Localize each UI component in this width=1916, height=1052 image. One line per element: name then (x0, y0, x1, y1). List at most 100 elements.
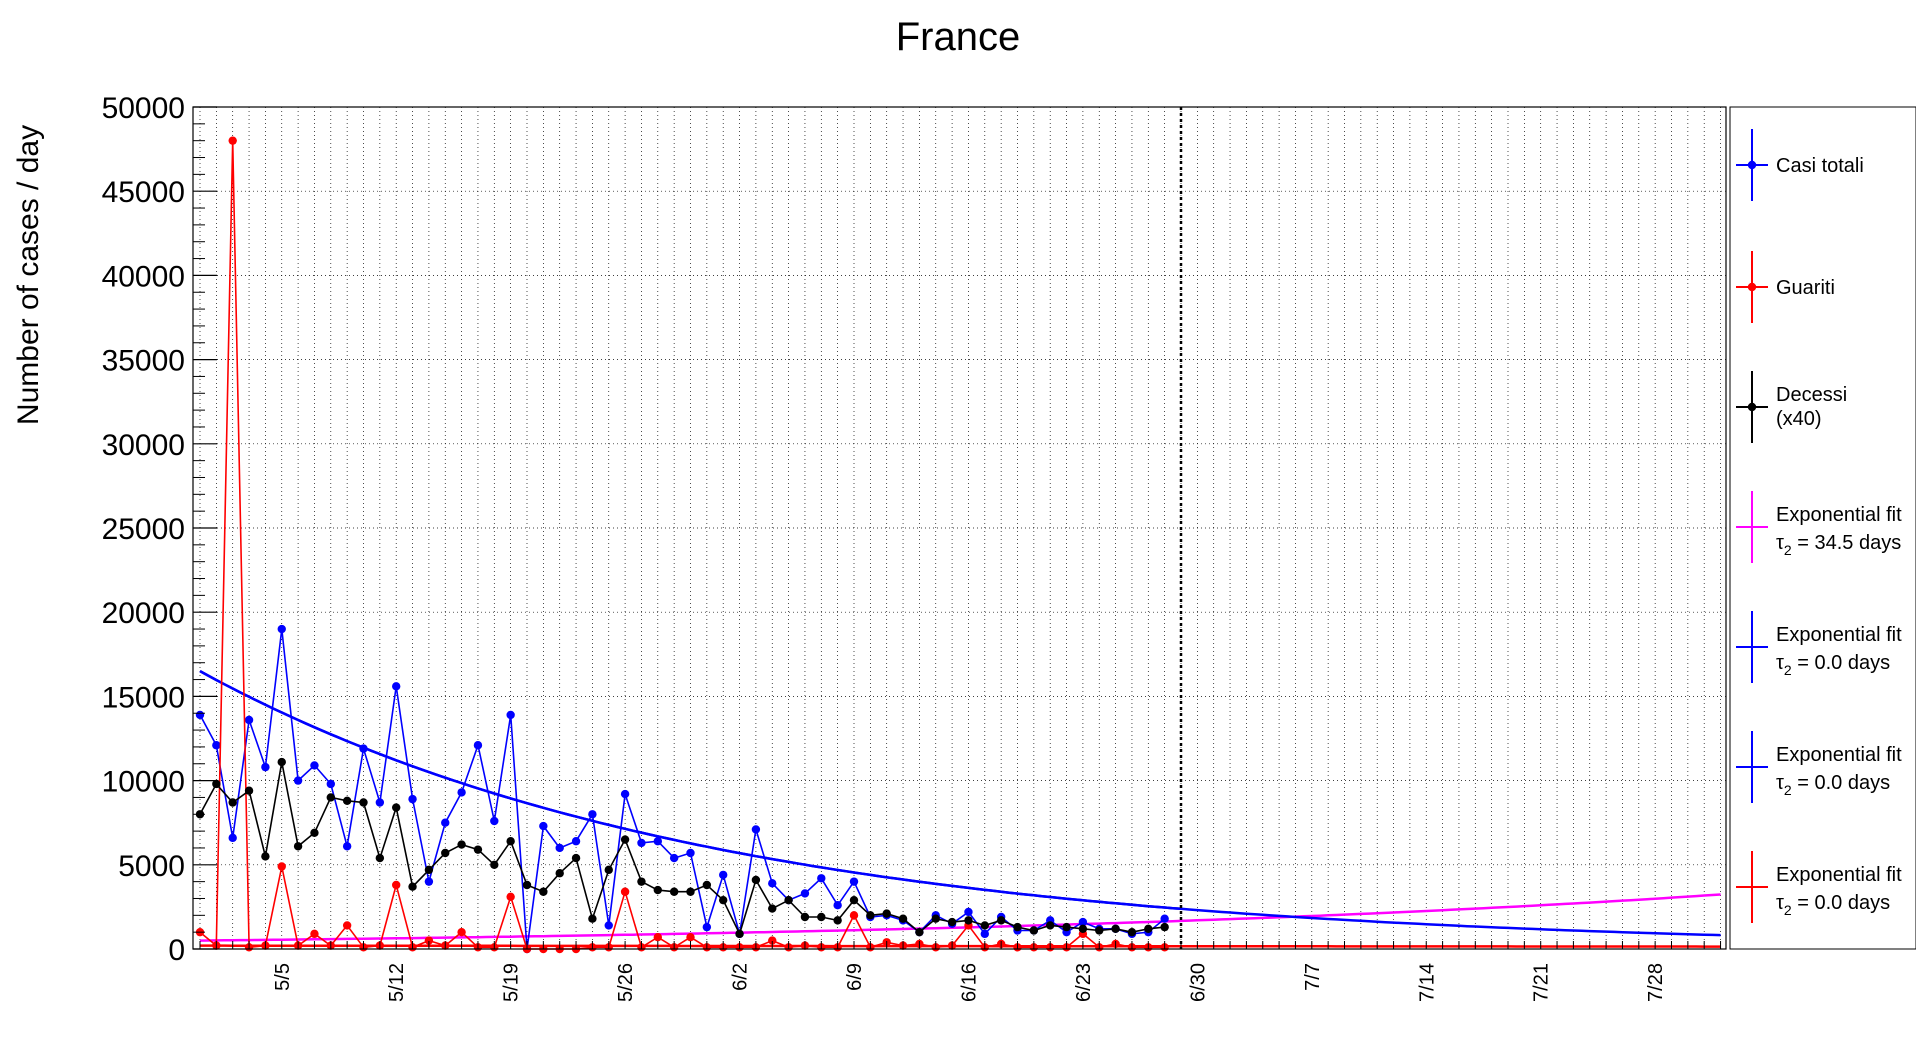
data-point (1160, 914, 1169, 923)
data-point (800, 912, 810, 922)
x-tick-label: 7/21 (1531, 963, 1553, 1002)
data-point (735, 929, 744, 939)
chart-title: France (896, 15, 1021, 59)
data-point (964, 916, 973, 925)
y-tick-label: 30000 (102, 429, 185, 462)
data-point (261, 762, 270, 772)
data-point (1046, 921, 1055, 930)
data-point (490, 816, 499, 826)
data-point (817, 912, 826, 922)
data-point (310, 929, 319, 939)
data-point (212, 779, 221, 789)
y-tick-label: 20000 (102, 597, 185, 630)
data-point (342, 921, 352, 930)
data-point (408, 794, 417, 804)
data-point (604, 921, 613, 930)
data-point (669, 853, 679, 863)
data-point (277, 624, 286, 634)
data-point (195, 710, 205, 720)
data-point (784, 895, 793, 905)
data-point (473, 845, 483, 854)
legend-label: τ2 = 0.0 days (1776, 892, 1890, 918)
data-point (833, 916, 842, 925)
data-point (653, 933, 662, 942)
data-series (195, 136, 1169, 954)
data-point (817, 874, 826, 883)
x-tick-label: 6/30 (1187, 963, 1209, 1002)
legend-label: τ2 = 0.0 days (1776, 652, 1890, 678)
data-point (653, 885, 662, 895)
data-point (359, 798, 368, 807)
legend-marker-dot (1747, 160, 1757, 170)
legend: Casi totali Guariti Decessi(x40) Exponentia… (1729, 106, 1916, 950)
data-point (277, 757, 286, 767)
legend-label: Decessi (1776, 384, 1847, 406)
data-point (342, 796, 352, 806)
data-point (490, 860, 499, 869)
data-point (1160, 922, 1169, 932)
data-point (588, 810, 597, 819)
data-point (293, 842, 303, 851)
data-point (686, 848, 695, 858)
data-point (441, 818, 450, 827)
data-point (506, 710, 515, 720)
data-point (768, 879, 777, 888)
data-point (915, 927, 924, 937)
x-tick-label: 7/7 (1302, 963, 1324, 991)
data-point (424, 865, 434, 875)
data-point (277, 862, 286, 871)
axes: 0 5000 10000 15000 20000 25000 30000 35000 40000… (102, 92, 1727, 1002)
data-point (228, 136, 237, 145)
x-tick-label: 5/26 (615, 963, 637, 1002)
fit-curve-3 (199, 893, 1721, 942)
series-line-0 (199, 628, 1166, 950)
data-point (686, 887, 695, 896)
data-point (375, 853, 385, 863)
data-point (620, 887, 630, 896)
x-tick-label: 5/12 (386, 963, 408, 1002)
data-point (800, 889, 810, 898)
x-tick-label: 7/14 (1416, 963, 1438, 1002)
data-point (833, 901, 842, 910)
data-point (1078, 924, 1088, 933)
y-tick-label: 10000 (102, 766, 185, 799)
y-tick-label: 45000 (102, 176, 185, 209)
data-point (719, 895, 728, 905)
data-point (424, 877, 434, 886)
data-point (522, 880, 532, 890)
data-point (359, 744, 368, 753)
data-point (669, 887, 679, 896)
data-point (964, 907, 973, 917)
data-point (392, 682, 401, 691)
data-point (768, 936, 777, 945)
data-point (539, 821, 548, 831)
data-point (1078, 917, 1088, 927)
data-point (571, 837, 581, 846)
data-point (702, 880, 712, 890)
data-point (882, 909, 891, 918)
data-point (702, 922, 712, 932)
data-point (947, 917, 957, 927)
data-point (457, 927, 466, 937)
data-point (1144, 924, 1153, 933)
data-point (719, 870, 728, 880)
grid (193, 107, 1726, 949)
legend-label: Guariti (1776, 277, 1835, 299)
plot-frame (192, 106, 1727, 950)
legend-marker-dot (1747, 402, 1757, 412)
data-point (506, 837, 515, 846)
data-point (408, 882, 417, 891)
data-point (588, 914, 597, 923)
data-point (980, 921, 989, 930)
data-point (866, 911, 875, 920)
data-point (212, 741, 221, 750)
data-point (326, 793, 335, 802)
data-point (555, 843, 564, 853)
data-point (228, 833, 237, 843)
y-tick-label: 35000 (102, 345, 185, 378)
data-point (620, 835, 630, 844)
x-tick-label: 6/9 (844, 963, 866, 991)
data-point (1127, 927, 1137, 937)
data-point (980, 929, 989, 939)
